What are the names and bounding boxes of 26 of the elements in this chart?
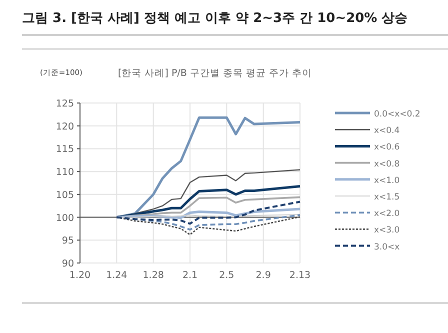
- legend-label: 0.0<x<0.2: [374, 110, 420, 120]
- x-tick-label: 1.20: [69, 270, 91, 281]
- x-tick-label: 2.13: [289, 270, 311, 281]
- legend-label: x<0.8: [374, 159, 400, 170]
- y-tick-label: 125: [56, 98, 74, 110]
- chart-title: 그림 3. [한국 사례] 정책 예고 이후 약 2~3주 간 10~20% 상승: [22, 11, 408, 26]
- legend-label: 3.0<x: [374, 242, 400, 252]
- y-tick-label: 105: [56, 190, 74, 201]
- legend-label: x<1.0: [374, 176, 400, 186]
- y-tick-label: 115: [56, 144, 74, 156]
- y-tick-label: 95: [62, 236, 74, 247]
- y-tick-label: 120: [56, 121, 74, 132]
- chart-subtitle: [한국 사례] P/B 구간별 종목 평균 주가 추이: [118, 68, 312, 79]
- legend-label: x<2.0: [374, 209, 400, 220]
- legend-label: x<0.4: [374, 126, 400, 136]
- y-tick-label: 100: [56, 212, 74, 224]
- x-tick-label: 2.9: [256, 270, 271, 281]
- legend-label: x<3.0: [374, 226, 400, 236]
- x-tick-label: 1.28: [142, 270, 164, 281]
- x-tick-label: 1.24: [106, 270, 128, 281]
- legend-label: x<1.5: [374, 192, 400, 202]
- x-tick-label: 2.1: [182, 270, 198, 281]
- legend-label: x<0.6: [374, 142, 400, 153]
- x-tick-label: 2.5: [219, 270, 234, 281]
- y-tick-label: 90: [62, 258, 74, 270]
- y-tick-label: 110: [56, 167, 74, 178]
